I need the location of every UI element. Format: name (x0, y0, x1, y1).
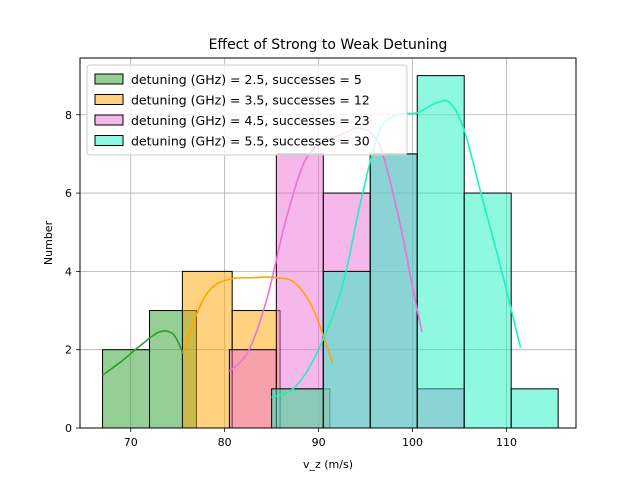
y-tick-label: 4 (65, 265, 72, 278)
legend-entry-label: detuning (GHz) = 5.5, successes = 30 (131, 134, 370, 149)
y-axis-label: Number (42, 220, 55, 265)
x-tick-label: 110 (496, 436, 517, 449)
hist-bar-series-3 (275, 153, 324, 429)
legend-entry-label: detuning (GHz) = 3.5, successes = 12 (131, 93, 370, 108)
legend-swatch (94, 94, 124, 105)
y-tick-label: 2 (65, 344, 72, 357)
legend: detuning (GHz) = 2.5, successes = 5 detun… (86, 64, 408, 156)
y-tick-label: 0 (65, 422, 72, 435)
kde-curve-series-2 (182, 276, 334, 364)
y-tick-label: 8 (65, 109, 72, 122)
x-tick-label: 70 (124, 436, 138, 449)
hist-bar-series-4 (510, 388, 559, 429)
axis-ticks: 70 80 90 100 110 0 2 4 6 8 (65, 109, 517, 449)
legend-entry-label: detuning (GHz) = 2.5, successes = 5 (131, 72, 362, 87)
hist-bar-series-4 (463, 192, 512, 429)
y-tick-label: 6 (65, 187, 72, 200)
x-tick-label: 100 (402, 436, 423, 449)
legend-swatch (94, 114, 124, 126)
hist-bar-series-4 (416, 75, 465, 429)
x-tick-label: 80 (218, 436, 232, 449)
legend-frame (86, 64, 408, 156)
legend-swatch (94, 73, 124, 85)
hist-bar-series-3 (228, 349, 277, 429)
x-tick-label: 90 (312, 436, 326, 449)
chart-title: Effect of Strong to Weak Detuning (209, 37, 448, 53)
plot-frame (79, 57, 577, 429)
legend-entry-label: detuning (GHz) = 4.5, successes = 23 (131, 113, 370, 128)
hist-bar-series-4 (322, 270, 371, 429)
kde-curve-series-1 (102, 330, 185, 376)
hist-bar-series-2 (181, 270, 233, 429)
legend-swatch (94, 135, 124, 146)
hist-bar-series-1 (102, 349, 151, 429)
x-axis-label: v_z (m/s) (303, 458, 353, 471)
